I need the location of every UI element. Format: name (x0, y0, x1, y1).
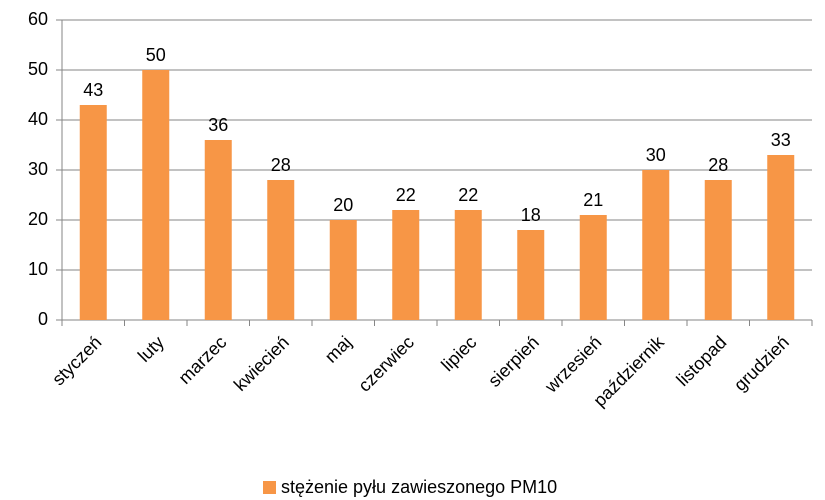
x-tick-label: grudzień (730, 332, 793, 395)
data-label: 30 (646, 145, 666, 165)
x-tick-label: kwiecień (230, 332, 293, 395)
data-label: 22 (458, 185, 478, 205)
data-label: 43 (83, 80, 103, 100)
data-label: 20 (333, 195, 353, 215)
bar (267, 180, 295, 320)
y-tick-label: 0 (38, 309, 48, 329)
data-label: 50 (146, 45, 166, 65)
x-tick-label: sierpień (484, 332, 543, 391)
y-tick-label: 20 (28, 209, 48, 229)
data-label: 28 (271, 155, 291, 175)
data-label: 28 (708, 155, 728, 175)
bar (329, 220, 357, 320)
bar (517, 230, 545, 320)
y-tick-label: 40 (28, 109, 48, 129)
bar (392, 210, 420, 320)
bar (454, 210, 482, 320)
x-tick-label: marzec (175, 332, 231, 388)
bar (79, 105, 107, 320)
y-tick-label: 10 (28, 259, 48, 279)
legend-swatch (263, 481, 276, 494)
x-tick-label: lipiec (437, 332, 480, 375)
x-tick-label: maj (321, 332, 356, 367)
data-label: 21 (583, 190, 603, 210)
data-label: 36 (208, 115, 228, 135)
data-label: 22 (396, 185, 416, 205)
y-tick-label: 50 (28, 59, 48, 79)
x-tick-label: styczeń (48, 332, 105, 389)
bar (767, 155, 795, 320)
bar (704, 180, 732, 320)
x-tick-label: luty (134, 332, 168, 366)
data-label: 18 (521, 205, 541, 225)
x-tick-label: czerwiec (354, 332, 418, 396)
legend-label: stężenie pyłu zawieszonego PM10 (281, 477, 557, 497)
bar (142, 70, 170, 320)
bar (642, 170, 670, 320)
y-tick-label: 30 (28, 159, 48, 179)
x-tick-label: listopad (672, 332, 730, 390)
data-label: 33 (771, 130, 791, 150)
x-tick-label: wrzesień (540, 332, 605, 397)
y-tick-label: 60 (28, 9, 48, 29)
bar (204, 140, 232, 320)
bar (579, 215, 607, 320)
